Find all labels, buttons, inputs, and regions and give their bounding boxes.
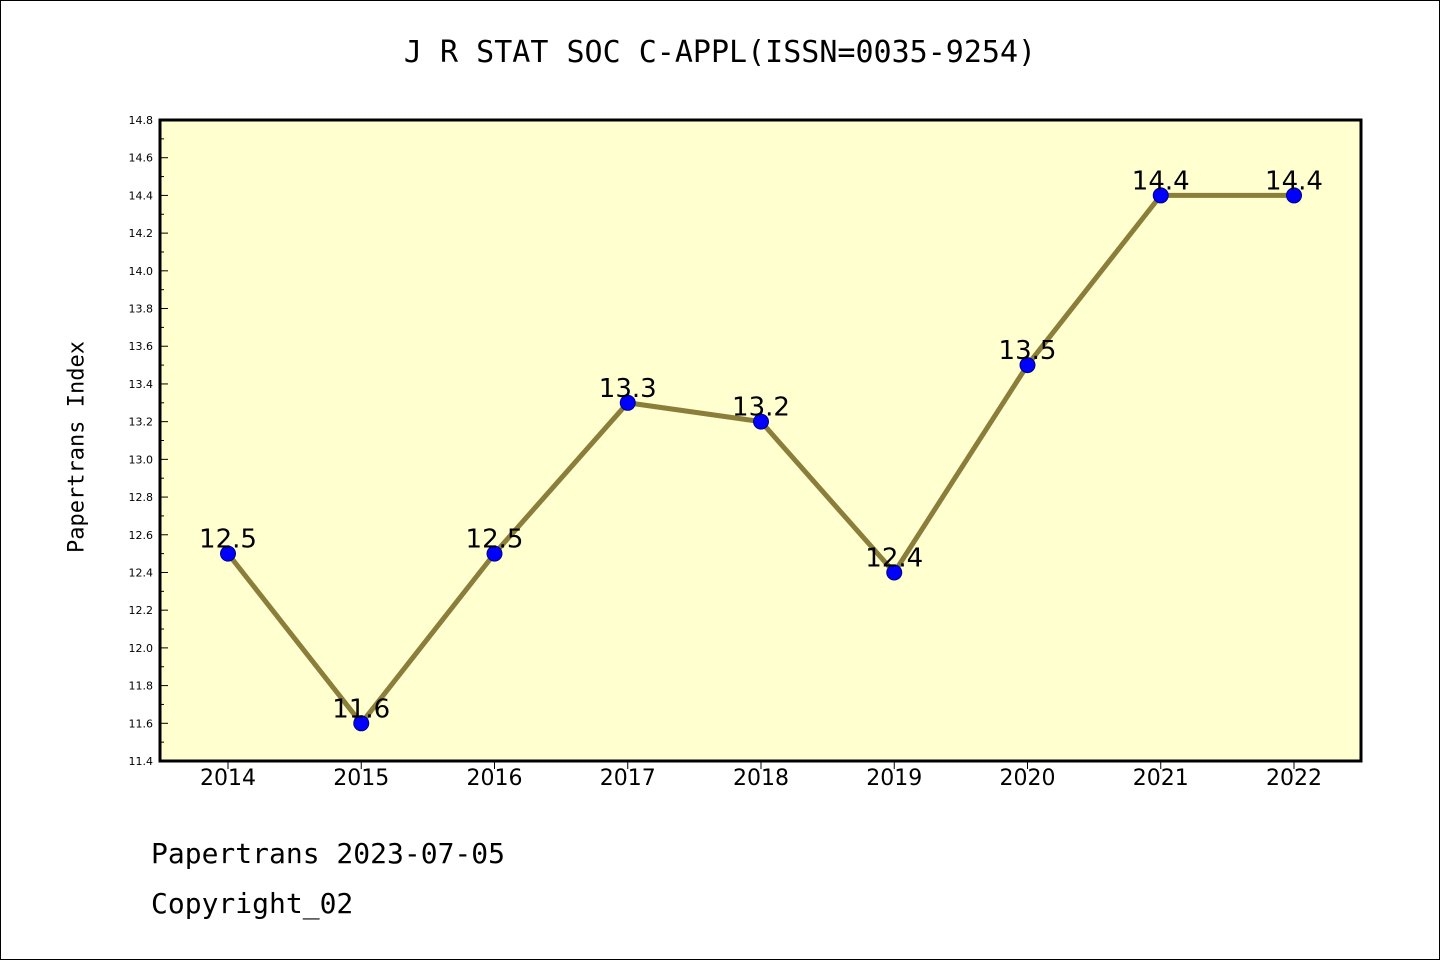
data-point — [486, 545, 503, 562]
footer-date: Papertrans 2023-07-05 — [151, 837, 506, 870]
y-tick-label: 12.2 — [129, 604, 154, 617]
y-tick-label: 14.4 — [129, 189, 154, 202]
x-tick-label: 2014 — [200, 766, 256, 791]
x-axis: 2014 2015 2016 2017 2018 2019 2020 2021 2022 — [200, 761, 1322, 791]
x-tick-label: 2018 — [733, 766, 789, 791]
data-point — [1286, 187, 1302, 204]
x-tick-label: 2020 — [1000, 766, 1056, 791]
y-tick-label: 14.6 — [129, 152, 154, 165]
x-tick-label: 2016 — [467, 766, 523, 791]
data-label: 14.4 — [1265, 166, 1323, 196]
data-label: 13.2 — [732, 393, 790, 423]
y-tick-label: 13.0 — [129, 453, 154, 466]
x-tick-label: 2021 — [1133, 766, 1189, 791]
y-tick-label: 14.2 — [129, 227, 154, 240]
y-tick-label: 14.8 — [129, 114, 154, 127]
y-tick-label: 13.8 — [129, 303, 154, 316]
data-label: 11.6 — [332, 694, 390, 724]
y-tick-label: 13.6 — [129, 340, 154, 353]
data-point — [220, 545, 236, 562]
x-tick-label: 2017 — [600, 766, 656, 791]
data-label: 13.5 — [999, 336, 1057, 366]
y-tick-label: 12.8 — [129, 491, 154, 504]
y-tick-label: 11.8 — [129, 680, 154, 693]
y-tick-label: 13.4 — [129, 378, 154, 391]
y-tick-label: 12.0 — [129, 642, 154, 655]
x-tick-label: 2019 — [866, 766, 922, 791]
data-label: 13.3 — [599, 374, 657, 404]
y-tick-label: 14.0 — [129, 265, 154, 278]
y-tick-label: 13.2 — [129, 416, 154, 429]
y-tick-label: 12.4 — [129, 566, 154, 579]
data-point — [619, 394, 636, 411]
x-tick-label: 2015 — [333, 766, 389, 791]
y-tick-label: 12.6 — [129, 529, 154, 542]
footer-copyright: Copyright_02 — [151, 887, 354, 920]
data-label-layer: 12.5 11.6 12.5 13.3 13.2 12.4 13.5 14.4 14.4 — [199, 166, 1323, 724]
data-label: 12.5 — [466, 525, 524, 555]
data-label: 14.4 — [1132, 166, 1190, 196]
data-point — [886, 564, 903, 581]
data-point — [753, 413, 769, 430]
data-point — [1152, 187, 1169, 204]
data-label: 12.5 — [199, 525, 257, 555]
y-tick-label: 11.4 — [129, 755, 154, 768]
data-point — [1019, 357, 1036, 374]
chart-title: J R STAT SOC C-APPL(ISSN=0035-9254) — [403, 35, 1037, 70]
marker-layer — [220, 187, 1302, 732]
data-point — [353, 715, 370, 732]
y-axis: 11.4 11.6 11.8 12.0 12.2 12.4 12.6 12.8 13.0 13.2… — [129, 114, 168, 768]
plot-area — [158, 118, 1363, 763]
x-tick-label: 2022 — [1266, 766, 1322, 791]
data-label: 12.4 — [865, 543, 923, 573]
y-tick-label: 11.6 — [129, 717, 154, 730]
